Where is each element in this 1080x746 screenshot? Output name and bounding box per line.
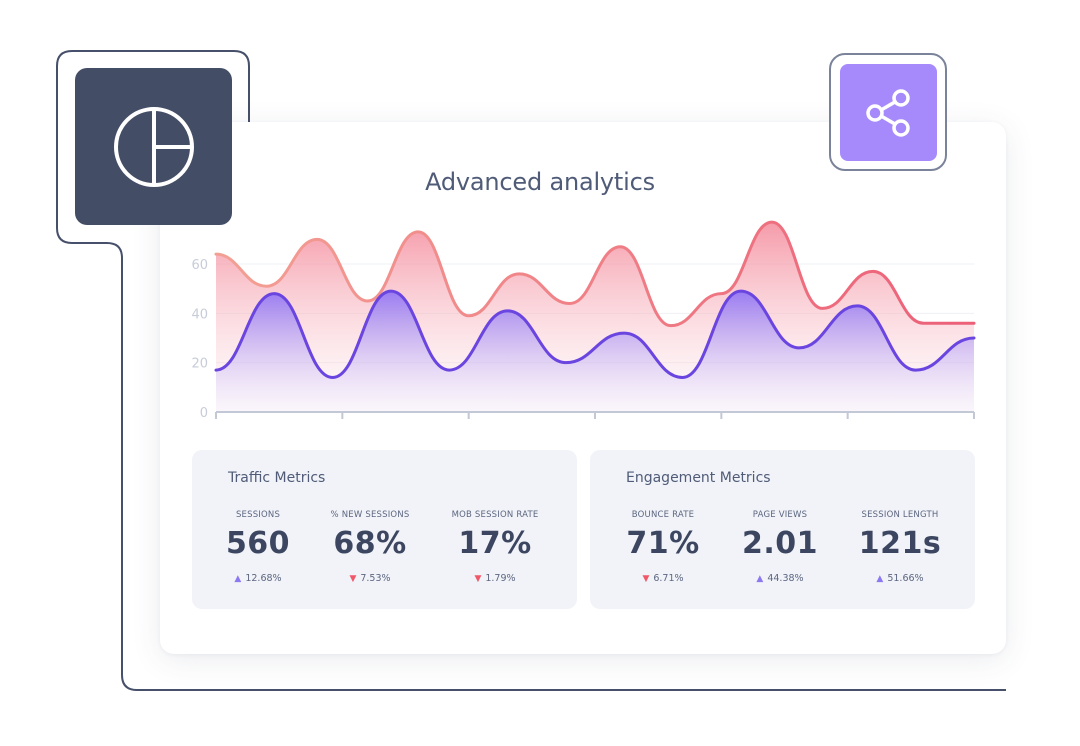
y-tick-label: 40 — [191, 307, 208, 322]
trend-up-icon: ▲ — [756, 574, 764, 584]
metric-value: 68% — [333, 526, 407, 561]
series-purple-area — [216, 291, 974, 412]
metric-label: PAGE VIEWS — [752, 510, 808, 520]
pie-chart-badge[interactable] — [75, 68, 232, 225]
metric-value: 17% — [458, 526, 532, 561]
metric-change: ▼ 7.53% — [349, 573, 391, 584]
metric-new-sessions: % NEW SESSIONS 68% ▼ 7.53% — [315, 510, 425, 584]
y-tick-label: 20 — [191, 357, 208, 372]
trend-down-icon: ▼ — [349, 574, 357, 584]
metric-bounce-rate: BOUNCE RATE 71% ▼ 6.71% — [608, 510, 718, 584]
metric-label: SESSION LENGTH — [861, 510, 939, 520]
metric-change: ▼ 6.71% — [642, 573, 684, 584]
metric-value: 2.01 — [741, 526, 819, 561]
engagement-metrics-panel: Engagement Metrics BOUNCE RATE 71% ▼ 6.71… — [590, 450, 975, 609]
metric-change: ▲ 12.68% — [234, 573, 282, 584]
metric-change: ▲ 51.66% — [876, 573, 924, 584]
pie-chart-icon — [113, 106, 194, 187]
trend-down-icon: ▼ — [642, 574, 650, 584]
y-tick-label: 0 — [200, 406, 208, 421]
metric-sessions: SESSIONS 560 ▲ 12.68% — [203, 510, 313, 584]
page-title: Advanced analytics — [425, 168, 655, 196]
metric-value: 121s — [858, 526, 942, 561]
metric-label: BOUNCE RATE — [631, 510, 695, 520]
panel-title: Traffic Metrics — [228, 470, 326, 486]
metric-label: % NEW SESSIONS — [330, 510, 410, 520]
trend-down-icon: ▼ — [474, 574, 482, 584]
traffic-metrics-panel: Traffic Metrics SESSIONS 560 ▲ 12.68% % N… — [192, 450, 577, 609]
trend-up-icon: ▲ — [234, 574, 242, 584]
series-red-line — [214, 220, 976, 328]
trend-up-icon: ▲ — [876, 574, 884, 584]
metric-value: 71% — [626, 526, 700, 561]
metric-label: SESSIONS — [235, 510, 281, 520]
share-badge[interactable] — [840, 64, 937, 161]
y-tick-label: 60 — [191, 258, 208, 273]
share-icon — [865, 88, 910, 137]
metric-mob-session-rate: MOB SESSION RATE 17% ▼ 1.79% — [440, 510, 550, 584]
metric-change: ▼ 1.79% — [474, 573, 516, 584]
metric-change: ▲ 44.38% — [756, 573, 804, 584]
metric-session-length: SESSION LENGTH 121s ▲ 51.66% — [845, 510, 955, 584]
panel-title: Engagement Metrics — [626, 470, 771, 486]
series-purple-line — [214, 289, 976, 379]
metric-page-views: PAGE VIEWS 2.01 ▲ 44.38% — [725, 510, 835, 584]
metric-value: 560 — [225, 526, 291, 561]
metric-label: MOB SESSION RATE — [451, 510, 539, 520]
